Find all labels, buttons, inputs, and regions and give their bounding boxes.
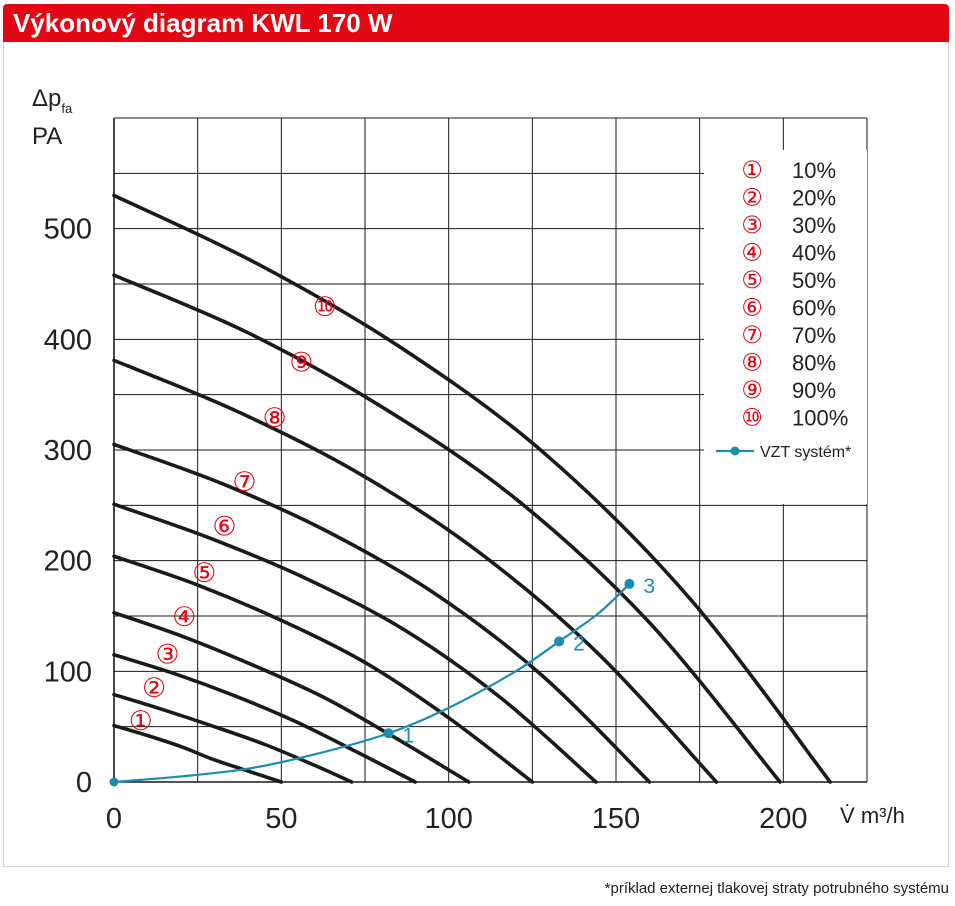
- y-tick-label: 400: [44, 324, 92, 356]
- legend-marker-8: ⑧: [741, 349, 763, 377]
- title-bar: Výkonový diagram KWL 170 W: [3, 4, 949, 42]
- system-point-2: [554, 636, 565, 647]
- y-axis-unit: PA: [32, 123, 63, 150]
- legend-marker-9: ⑨: [741, 376, 763, 404]
- curve-60pct: [112, 502, 598, 784]
- y-axis-subscript: fa: [61, 101, 73, 116]
- chart-title: Výkonový diagram KWL 170 W: [13, 8, 393, 38]
- legend-label: 30%: [792, 213, 836, 238]
- y-tick-label: 0: [76, 767, 92, 799]
- system-point-label: 1: [402, 724, 414, 747]
- curve-marker-5: ⑤: [192, 558, 216, 589]
- curve-marker-2: ②: [142, 673, 166, 704]
- x-axis-unit: m³/h: [860, 803, 905, 828]
- legend-system-marker: [730, 446, 740, 456]
- curve-100pct: [112, 193, 832, 784]
- curve-40pct: [112, 610, 471, 784]
- legend-marker-10: ⑩: [741, 404, 763, 432]
- legend-marker-7: ⑦: [741, 321, 763, 349]
- x-axis-label: V̇ m³/h: [840, 803, 905, 829]
- curve-90pct: [112, 273, 782, 784]
- curve-marker-7: ⑦: [232, 467, 256, 498]
- legend-marker-1: ①: [741, 156, 763, 184]
- curve-80pct: [112, 358, 719, 784]
- legend-marker-2: ②: [741, 184, 763, 212]
- curve-marker-3: ③: [155, 640, 179, 671]
- y-axis-label: Δpfa PA: [32, 85, 72, 151]
- y-tick-label: 500: [44, 214, 92, 246]
- x-tick-label: 50: [265, 803, 297, 835]
- x-tick-label: 0: [106, 803, 122, 835]
- legend-marker-5: ⑤: [741, 266, 763, 294]
- y-tick-label: 100: [44, 656, 92, 688]
- x-axis-symbol: V̇: [840, 803, 855, 828]
- x-tick-label: 150: [592, 803, 640, 835]
- legend-label: 80%: [792, 351, 836, 376]
- legend-marker-6: ⑥: [741, 294, 763, 322]
- curve-70pct: [112, 442, 652, 784]
- legend-marker-4: ④: [741, 239, 763, 267]
- system-point-3: [624, 578, 635, 589]
- x-tick-label: 200: [759, 803, 807, 835]
- curve-marker-1: ①: [129, 706, 153, 737]
- legend-system-label: VZT systém*: [760, 444, 851, 461]
- legend-marker-3: ③: [741, 211, 763, 239]
- curve-30pct: [112, 652, 417, 784]
- system-origin-point: [109, 777, 119, 787]
- legend-label: 100%: [792, 406, 848, 431]
- legend-background: [704, 150, 867, 504]
- curve-marker-10: ⑩: [313, 292, 337, 323]
- curve-marker-8: ⑧: [263, 403, 287, 434]
- curve-marker-9: ⑨: [289, 348, 313, 379]
- footnote: *príklad externej tlakovej straty potrub…: [604, 880, 949, 897]
- legend-label: 10%: [792, 158, 836, 183]
- system-curve: [113, 583, 631, 784]
- y-tick-label: 300: [44, 435, 92, 467]
- y-tick-label: 200: [44, 546, 92, 578]
- curve-marker-6: ⑥: [212, 511, 236, 542]
- legend-label: 70%: [792, 323, 836, 348]
- curve-20pct: [112, 692, 354, 784]
- curve-50pct: [112, 554, 535, 784]
- x-tick-label: 100: [424, 803, 472, 835]
- system-point-label: 3: [643, 575, 655, 598]
- legend-label: 20%: [792, 186, 836, 211]
- legend-label: 90%: [792, 378, 836, 403]
- curve-10pct: [112, 723, 284, 784]
- y-axis-symbol: Δp: [32, 85, 62, 112]
- system-point-label: 2: [573, 632, 585, 655]
- curve-marker-4: ④: [172, 602, 196, 633]
- legend-label: 50%: [792, 268, 836, 293]
- chart-frame: [3, 42, 949, 867]
- legend-label: 40%: [792, 241, 836, 266]
- legend-label: 60%: [792, 296, 836, 321]
- system-point-1: [383, 728, 394, 739]
